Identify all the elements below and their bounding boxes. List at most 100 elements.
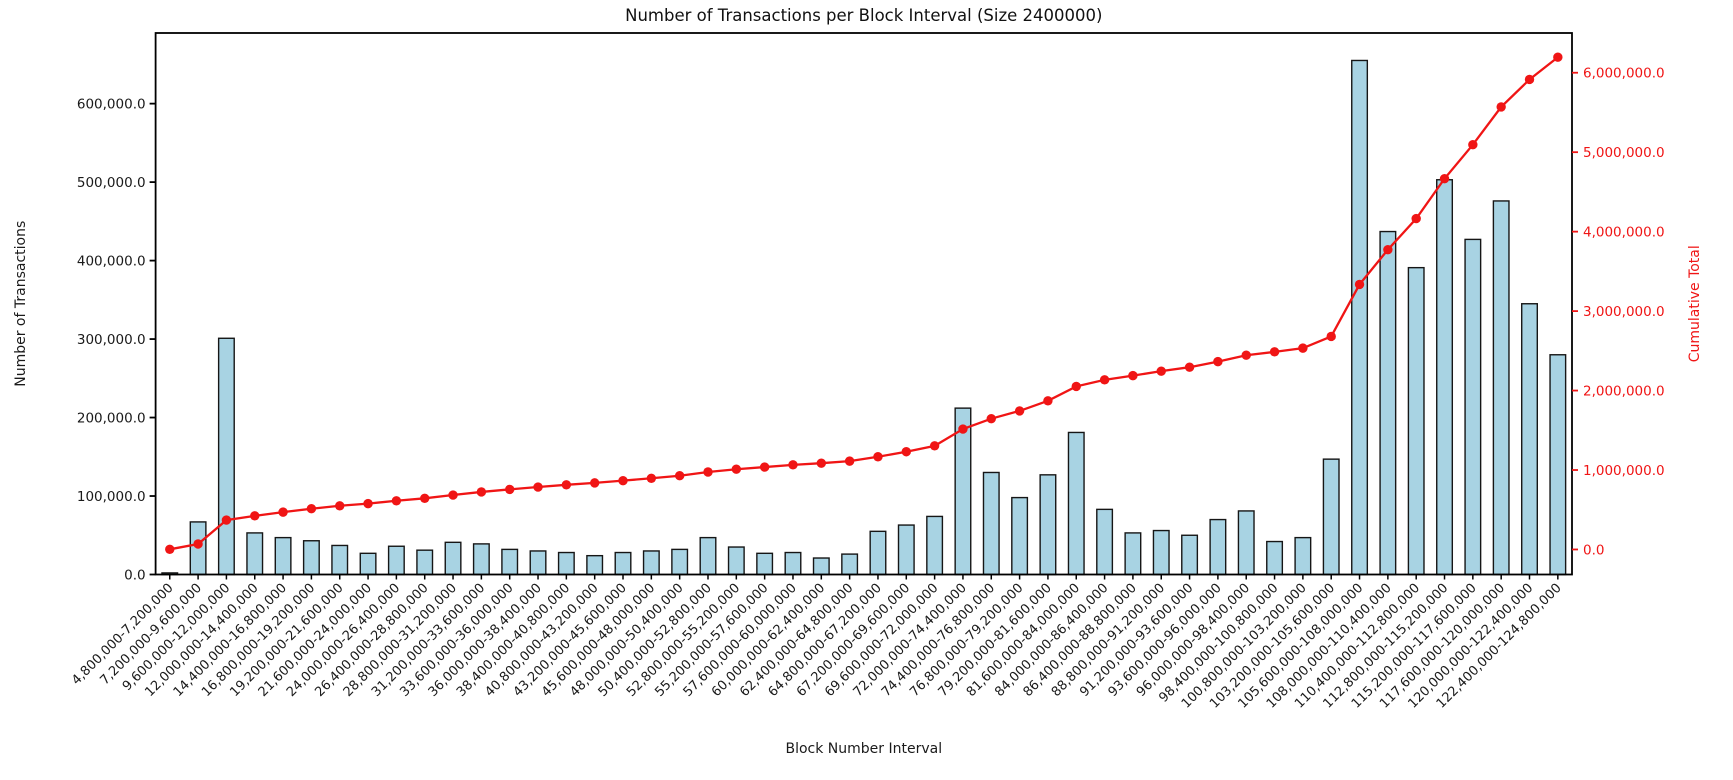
cumulative-point	[335, 501, 345, 511]
bar	[671, 548, 689, 576]
bar	[1011, 496, 1029, 576]
bar	[1266, 540, 1284, 576]
cumulative-point	[165, 544, 175, 555]
right-tick-label: 6,000,000.0	[1583, 66, 1665, 82]
bar	[1237, 510, 1255, 576]
bar	[246, 532, 264, 576]
bar	[1322, 458, 1340, 576]
cumulative-point	[646, 473, 657, 483]
right-axis: 0.0 1,000,000.0 2,000,000.0 3,000,000.0 4,00…	[1572, 66, 1665, 558]
right-tick-label: 1,000,000.0	[1583, 463, 1665, 479]
cumulative-point	[363, 498, 373, 509]
left-axis: 0.0 100,000.0 200,000.0 300,000.0 400,000.0 5…	[77, 97, 156, 584]
cumulative-point	[1496, 102, 1506, 112]
cumulative-point	[533, 482, 543, 492]
left-tick-label: 500,000.0	[77, 175, 146, 191]
cumulative-point	[278, 507, 288, 517]
left-tick-label: 400,000.0	[77, 254, 146, 270]
bar	[982, 471, 1000, 576]
cumulative-point	[505, 484, 515, 495]
bar	[586, 554, 604, 576]
cumulative-point	[1439, 173, 1450, 184]
cumulative-point	[1241, 350, 1251, 360]
bar	[274, 536, 292, 576]
bar	[501, 548, 519, 576]
cumulative-point	[476, 487, 487, 497]
cumulative-point	[759, 462, 770, 472]
bar	[444, 541, 462, 576]
bar	[1096, 508, 1114, 576]
right-tick-label: 4,000,000.0	[1583, 225, 1665, 241]
right-tick-label: 3,000,000.0	[1583, 304, 1665, 320]
cumulative-point	[1524, 74, 1535, 85]
cumulative-point	[1298, 343, 1308, 353]
left-tick-label: 0.0	[124, 568, 145, 584]
cumulative-point	[958, 424, 968, 434]
cumulative-point	[250, 511, 260, 521]
cumulative-point	[561, 480, 572, 490]
bar	[1209, 518, 1227, 576]
bar	[529, 550, 547, 576]
bar	[359, 552, 377, 576]
bar	[614, 551, 632, 576]
bar	[897, 524, 915, 576]
bar	[416, 549, 434, 576]
plot-border	[154, 32, 1573, 576]
bar	[1039, 474, 1057, 576]
bar	[302, 540, 320, 576]
cumulative-line-group	[165, 52, 1563, 555]
bar	[557, 551, 575, 576]
bar	[1492, 200, 1510, 576]
y-axis-label: Number of Transactions	[13, 221, 29, 387]
cumulative-point	[618, 475, 628, 486]
left-tick-label: 300,000.0	[77, 332, 146, 348]
bar	[1464, 238, 1482, 576]
cumulative-line	[169, 56, 1559, 551]
bar	[841, 553, 859, 576]
left-tick-label: 100,000.0	[77, 489, 146, 505]
bar	[784, 551, 802, 576]
cumulative-point	[1099, 375, 1110, 385]
bar	[642, 550, 660, 576]
cumulative-point	[703, 467, 713, 477]
cumulative-point	[986, 413, 996, 424]
cumulative-point	[901, 447, 911, 457]
bar	[1124, 532, 1142, 576]
bar	[1521, 303, 1538, 576]
cumulative-point	[1468, 140, 1478, 150]
cumulative-point	[1213, 356, 1223, 367]
cumulative-point	[420, 493, 430, 504]
cumulative-point	[1156, 366, 1166, 376]
cumulative-point	[1043, 396, 1053, 406]
cumulative-point	[1071, 381, 1081, 392]
cumulative-point	[1354, 279, 1365, 290]
right-tick-label: 2,000,000.0	[1583, 384, 1665, 400]
bar	[869, 530, 887, 576]
bar	[1067, 431, 1085, 576]
bar	[1351, 59, 1369, 576]
chart-title: Number of Transactions per Block Interva…	[625, 6, 1102, 25]
cumulative-point	[873, 452, 883, 462]
cumulative-point	[221, 515, 232, 525]
cumulative-point	[391, 496, 402, 506]
bar	[1152, 529, 1170, 576]
cumulative-point	[1326, 331, 1336, 342]
x-axis-label: Block Number Interval	[785, 741, 942, 757]
bar	[812, 557, 830, 576]
bar	[387, 545, 405, 576]
cumulative-point	[193, 539, 203, 549]
cumulative-point	[844, 456, 855, 466]
cumulative-point	[788, 460, 798, 470]
cumulative-point	[1014, 406, 1025, 416]
cumulative-point	[589, 478, 600, 488]
bar	[1436, 179, 1454, 576]
cumulative-point	[306, 504, 317, 514]
cumulative-point	[674, 471, 685, 481]
cumulative-point	[448, 490, 458, 500]
cumulative-point	[1553, 52, 1563, 62]
left-tick-label: 600,000.0	[77, 97, 146, 113]
cumulative-point	[1128, 370, 1138, 381]
bar	[472, 543, 490, 576]
